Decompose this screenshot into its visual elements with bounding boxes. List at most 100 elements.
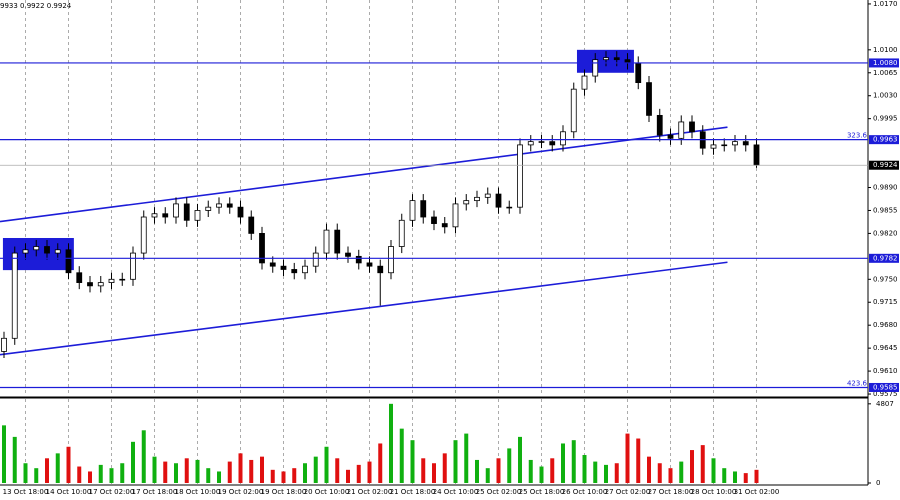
candle-body bbox=[44, 246, 50, 254]
volume-bar bbox=[410, 440, 415, 483]
candle-body bbox=[603, 57, 609, 61]
last-price-box bbox=[869, 160, 899, 170]
candle-body bbox=[194, 210, 201, 221]
volume-bar bbox=[163, 461, 168, 483]
volume-bar bbox=[303, 463, 307, 483]
x-tick-label: 27 Oct 02:00 bbox=[605, 488, 651, 496]
volume-bar bbox=[184, 458, 189, 483]
candle-body bbox=[646, 82, 652, 116]
volume-bar bbox=[711, 458, 716, 483]
volume-bar bbox=[88, 471, 92, 483]
volume-bar bbox=[12, 436, 17, 483]
volume-bar bbox=[356, 464, 361, 483]
candle-body bbox=[678, 121, 685, 139]
candle-body bbox=[710, 144, 717, 149]
candle-body bbox=[506, 206, 513, 209]
volume-bar bbox=[281, 471, 286, 483]
volume-bar bbox=[260, 456, 264, 483]
x-tick-label: 24 Oct 10:00 bbox=[433, 488, 479, 496]
volume-bar bbox=[55, 453, 60, 483]
volume-bar bbox=[174, 463, 178, 483]
volume-bar bbox=[389, 403, 393, 483]
y-tick-label: 1.0170 bbox=[873, 0, 898, 8]
candle-body bbox=[560, 131, 566, 146]
volume-bar bbox=[346, 469, 350, 483]
volume-bar bbox=[582, 455, 587, 483]
zone bbox=[576, 49, 634, 73]
candle-body bbox=[280, 265, 287, 270]
candle-body bbox=[302, 265, 308, 274]
volume-bar bbox=[722, 468, 727, 483]
volume-bar bbox=[324, 446, 329, 483]
x-tick-label: 25 Oct 18:00 bbox=[519, 488, 565, 496]
volume-bar bbox=[2, 425, 6, 483]
fib-label: 323.6 bbox=[847, 132, 868, 140]
volume-bar bbox=[98, 464, 103, 483]
candle-body bbox=[656, 114, 663, 136]
volume-bar bbox=[217, 471, 221, 483]
volume-bar bbox=[507, 448, 512, 483]
candle-body bbox=[463, 200, 470, 205]
volume-bar bbox=[399, 428, 404, 483]
candle-body bbox=[581, 75, 588, 90]
plot-background bbox=[0, 0, 868, 485]
candle-body bbox=[592, 59, 599, 77]
volume-bar bbox=[647, 456, 651, 483]
volume-bar bbox=[593, 461, 598, 483]
volume-bar bbox=[561, 443, 565, 483]
candle-body bbox=[484, 193, 491, 198]
candle-body bbox=[87, 282, 93, 287]
volume-bar bbox=[604, 464, 608, 483]
volume-bar bbox=[453, 440, 458, 483]
x-tick-label: 19 Oct 02:00 bbox=[218, 488, 264, 496]
y-tick-label: 0.9610 bbox=[873, 367, 898, 375]
candle-body bbox=[441, 223, 448, 228]
volume-bar bbox=[77, 466, 82, 483]
x-tick-label: 17 Oct 02:00 bbox=[89, 488, 135, 496]
y-tick-label: 0.9855 bbox=[873, 206, 898, 214]
candle-body bbox=[119, 278, 126, 281]
candle-body bbox=[334, 229, 341, 254]
candle-body bbox=[269, 262, 276, 267]
candle-body bbox=[33, 246, 40, 251]
x-tick-label: 21 Oct 18:00 bbox=[390, 488, 436, 496]
candle-body bbox=[409, 200, 416, 221]
volume-bar bbox=[206, 468, 211, 483]
volume-bar bbox=[270, 469, 275, 483]
candle-body bbox=[495, 193, 502, 208]
y-tick-label: 0.9995 bbox=[873, 115, 898, 123]
fib-label: 423.6 bbox=[847, 379, 868, 387]
y-tick-label: 0.9715 bbox=[873, 298, 898, 306]
candle-body bbox=[226, 203, 233, 208]
volume-bar bbox=[120, 463, 125, 483]
x-tick-label: 19 Oct 18:00 bbox=[261, 488, 307, 496]
volume-bar bbox=[743, 473, 748, 483]
level-label: 0.9963 bbox=[873, 136, 898, 144]
x-tick-label: 13 Oct 18:00 bbox=[3, 488, 49, 496]
candle-body bbox=[312, 252, 319, 267]
trendline bbox=[0, 126, 728, 223]
volume-bar bbox=[733, 471, 737, 483]
candle-body bbox=[97, 282, 104, 287]
candle-body bbox=[54, 249, 61, 254]
volume-bar bbox=[367, 461, 372, 483]
volume-bar bbox=[152, 456, 157, 483]
x-tick-label: 17 Oct 18:00 bbox=[132, 488, 178, 496]
candle-body bbox=[398, 219, 405, 247]
volume-bar bbox=[23, 463, 28, 483]
volume-bar bbox=[700, 445, 705, 483]
x-tick-label: 20 Oct 10:00 bbox=[304, 488, 350, 496]
candle-body bbox=[721, 144, 728, 147]
candle-body bbox=[140, 216, 147, 254]
volume-bar bbox=[690, 450, 694, 483]
volume-bar bbox=[66, 446, 71, 483]
volume-bar bbox=[625, 433, 630, 483]
candle-body bbox=[753, 144, 760, 166]
y-tick-label: 0.9680 bbox=[873, 321, 898, 329]
volume-bar bbox=[34, 468, 39, 483]
candle-body bbox=[248, 216, 255, 234]
level-label-box bbox=[869, 135, 899, 145]
volume-bar bbox=[571, 440, 576, 483]
volume-bar bbox=[313, 456, 318, 483]
